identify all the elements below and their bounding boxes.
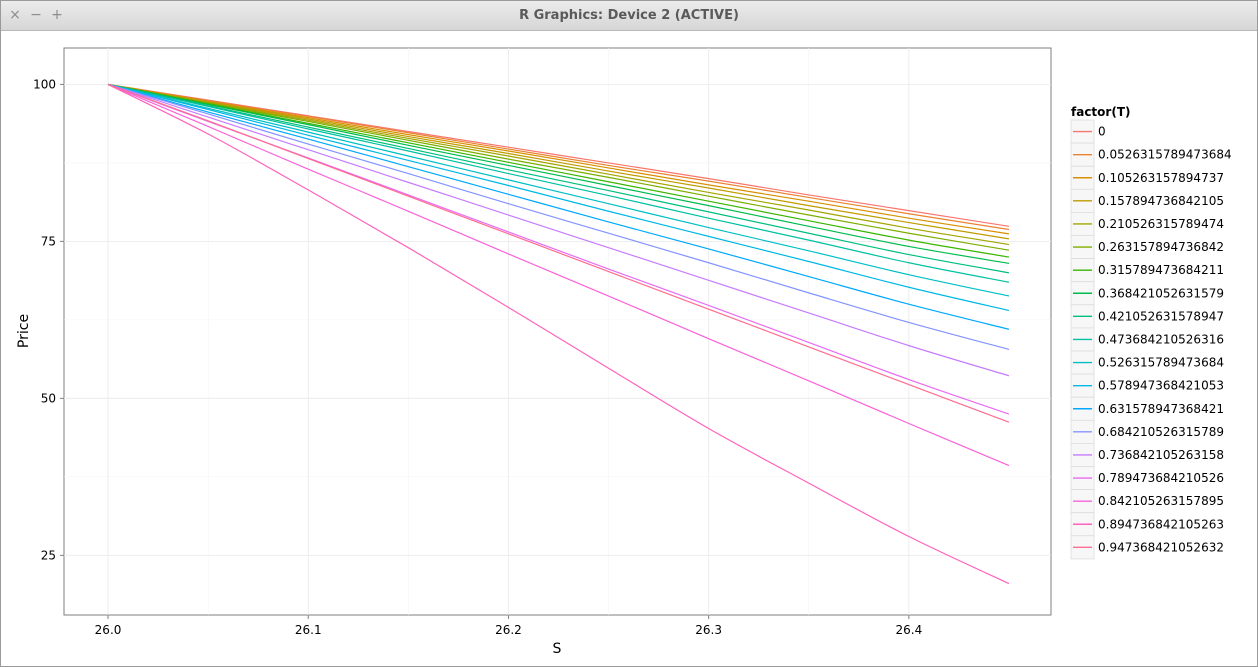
plot-panel xyxy=(63,47,1052,616)
series-line xyxy=(107,83,1010,264)
series-line xyxy=(107,83,1010,240)
legend-label: 0.0526315789473684 xyxy=(1098,148,1232,162)
series-line xyxy=(107,83,1010,246)
legend-item: 0.736842105263158 xyxy=(1070,442,1224,467)
series-line xyxy=(107,83,1010,423)
legend-item: 0.842105263157895 xyxy=(1070,489,1224,514)
series-line xyxy=(107,83,1010,258)
y-axis-title: Price xyxy=(16,314,32,348)
series-line xyxy=(107,83,1010,231)
x-axis-title: S xyxy=(553,641,562,657)
legend-label: 0 xyxy=(1098,125,1106,139)
legend-item: 0.894736842105263 xyxy=(1070,512,1224,537)
legend-items: 0 0.0526315789473684 0.105263157894737 0.15… xyxy=(1070,119,1232,560)
legend-label: 0.315789473684211 xyxy=(1098,263,1224,277)
maximize-button[interactable]: + xyxy=(51,7,63,23)
legend-item: 0.368421052631579 xyxy=(1070,281,1224,306)
legend-label: 0.473684210526316 xyxy=(1098,332,1224,346)
legend-label: 0.157894736842105 xyxy=(1098,194,1224,208)
series-line xyxy=(107,83,1010,297)
series-line xyxy=(107,83,1010,467)
minimize-button[interactable]: − xyxy=(30,7,42,23)
legend-label: 0.894736842105263 xyxy=(1098,517,1224,531)
legend-label: 0.736842105263158 xyxy=(1098,448,1224,462)
legend-item: 0.421052631578947 xyxy=(1070,304,1224,329)
x-axis: 26.0 26.1 26.2 26.3 26.4 xyxy=(95,615,922,637)
legend-label: 0.684210526315789 xyxy=(1098,425,1224,439)
legend-item: 0.578947368421053 xyxy=(1070,373,1224,398)
legend-title: factor(T) xyxy=(1071,105,1130,119)
legend-item: 0.684210526315789 xyxy=(1070,419,1224,444)
y-tick-label: 50 xyxy=(41,391,56,405)
legend-item: 0.526315789473684 xyxy=(1070,350,1224,375)
legend-label: 0.263157894736842 xyxy=(1098,240,1224,254)
y-tick-label: 75 xyxy=(41,234,56,248)
legend-label: 0.947368421052632 xyxy=(1098,540,1224,554)
x-tick-label: 26.3 xyxy=(695,623,722,637)
legend-item: 0.473684210526316 xyxy=(1070,327,1224,352)
series-lines xyxy=(107,83,1010,585)
close-button[interactable]: × xyxy=(9,7,21,23)
legend-item: 0.210526315789474 xyxy=(1070,211,1224,236)
legend-item: 0.789473684210526 xyxy=(1070,466,1224,491)
y-axis: 25 50 75 100 xyxy=(33,77,64,562)
legend-item: 0.263157894736842 xyxy=(1070,235,1224,260)
y-tick-label: 100 xyxy=(33,77,56,91)
series-line xyxy=(107,83,1010,377)
series-line xyxy=(107,83,1010,585)
legend: factor(T) 0 0.0526315789473684 0.105263157… xyxy=(1070,105,1232,560)
title-bar: × − + R Graphics: Device 2 (ACTIVE) xyxy=(1,1,1257,31)
x-tick-label: 26.4 xyxy=(895,623,922,637)
legend-item: 0.631578947368421 xyxy=(1070,396,1224,421)
series-line xyxy=(107,83,1010,283)
legend-label: 0.631578947368421 xyxy=(1098,402,1224,416)
legend-item: 0.947368421052632 xyxy=(1070,535,1224,560)
legend-label: 0.789473684210526 xyxy=(1098,471,1224,485)
x-tick-label: 26.0 xyxy=(95,623,122,637)
window-title: R Graphics: Device 2 (ACTIVE) xyxy=(519,8,739,23)
x-tick-label: 26.1 xyxy=(295,623,322,637)
legend-label: 0.368421052631579 xyxy=(1098,286,1224,300)
legend-label: 0.421052631578947 xyxy=(1098,309,1224,323)
series-line xyxy=(107,83,1010,227)
legend-item: 0 xyxy=(1070,119,1106,144)
legend-item: 0.105263157894737 xyxy=(1070,165,1224,190)
x-tick-label: 26.2 xyxy=(495,623,522,637)
series-line xyxy=(107,83,1010,312)
legend-label: 0.105263157894737 xyxy=(1098,171,1224,185)
y-tick-label: 25 xyxy=(41,548,56,562)
series-line xyxy=(107,83,1010,274)
chart: 26.0 26.1 26.2 26.3 26.4 25 50 75 100 S Price f… xyxy=(16,47,1232,657)
series-line xyxy=(107,83,1010,235)
series-line xyxy=(107,83,1010,330)
legend-label: 0.578947368421053 xyxy=(1098,379,1224,393)
legend-label: 0.842105263157895 xyxy=(1098,494,1224,508)
legend-item: 0.315789473684211 xyxy=(1070,258,1224,283)
series-line xyxy=(107,83,1010,350)
legend-label: 0.526315789473684 xyxy=(1098,356,1224,370)
grid-major xyxy=(64,48,1051,615)
legend-item: 0.0526315789473684 xyxy=(1070,142,1232,167)
legend-label: 0.210526315789474 xyxy=(1098,217,1224,231)
series-line xyxy=(107,83,1010,251)
legend-item: 0.157894736842105 xyxy=(1070,188,1224,213)
